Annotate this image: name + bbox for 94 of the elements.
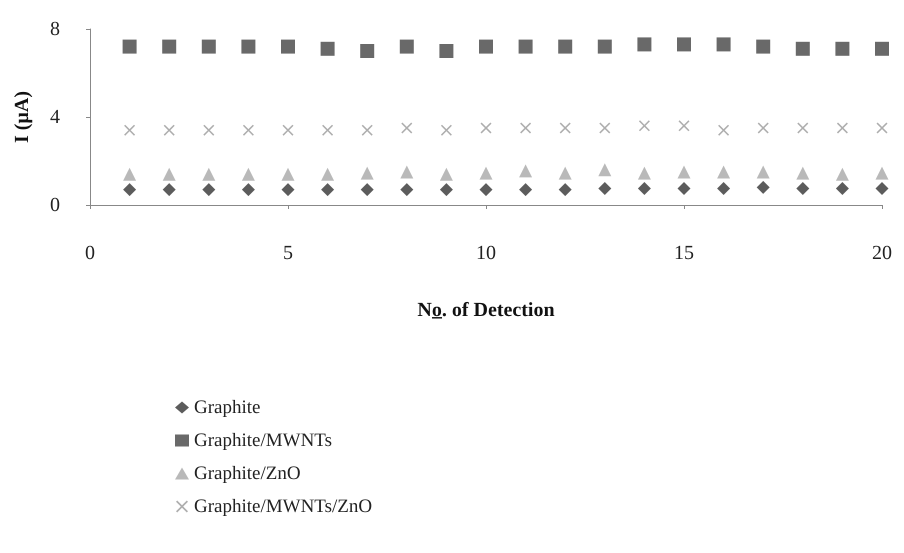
point <box>756 40 770 54</box>
point <box>401 122 412 134</box>
point <box>123 168 136 181</box>
point <box>638 166 651 180</box>
point <box>598 40 612 54</box>
point <box>400 40 414 54</box>
point <box>480 122 492 134</box>
point <box>756 166 770 178</box>
legend-label: Graphite/ZnO <box>194 463 301 484</box>
point <box>716 37 731 52</box>
point <box>122 40 137 54</box>
x-tick-label: 20 <box>872 242 892 264</box>
point <box>678 182 690 195</box>
point <box>440 124 452 136</box>
point <box>876 182 888 195</box>
point <box>124 124 136 136</box>
point <box>797 122 808 134</box>
point <box>599 122 610 134</box>
point <box>282 124 294 136</box>
point <box>558 166 572 180</box>
point <box>439 44 454 58</box>
point <box>202 40 216 54</box>
point <box>558 183 572 196</box>
legend-label: Graphite/MWNTs <box>194 430 332 451</box>
point <box>362 124 373 136</box>
point <box>876 122 888 134</box>
point <box>322 124 334 136</box>
point <box>678 120 690 132</box>
x-tick-label: 15 <box>674 242 694 264</box>
point <box>796 182 810 195</box>
point <box>519 183 532 196</box>
point <box>480 166 492 180</box>
point <box>718 124 730 136</box>
point <box>758 122 769 134</box>
point <box>638 120 650 132</box>
point <box>876 166 888 180</box>
y-tick-label: 8 <box>50 18 60 40</box>
point <box>282 183 294 196</box>
x-tick-label: 5 <box>283 242 293 264</box>
point <box>123 183 136 196</box>
point <box>796 42 810 56</box>
point <box>162 183 176 196</box>
point <box>637 37 652 52</box>
point <box>717 166 730 178</box>
point <box>202 183 216 196</box>
point <box>560 122 571 134</box>
point <box>360 183 374 196</box>
point <box>360 166 374 180</box>
point <box>518 40 533 54</box>
point <box>558 40 572 54</box>
point <box>835 42 850 56</box>
point <box>242 124 254 136</box>
point <box>836 122 848 134</box>
point <box>400 183 414 196</box>
point <box>440 183 453 196</box>
point <box>282 168 294 181</box>
point <box>836 182 849 195</box>
point <box>321 183 334 196</box>
point <box>875 42 889 56</box>
point <box>479 40 493 54</box>
x-tick-label: 10 <box>476 242 496 264</box>
point <box>203 124 214 136</box>
y-tick-label: 4 <box>50 106 60 128</box>
x-tick-label: 0 <box>85 242 95 264</box>
y-tick-label: 0 <box>50 194 60 216</box>
point <box>242 168 255 181</box>
point <box>520 122 532 134</box>
point <box>281 40 295 54</box>
point <box>678 166 690 178</box>
point <box>796 166 810 180</box>
point <box>677 37 691 52</box>
point <box>598 163 612 176</box>
point <box>440 168 453 181</box>
legend-label: Graphite <box>194 397 260 418</box>
point <box>321 168 334 181</box>
point <box>320 42 335 56</box>
point <box>480 183 492 196</box>
point <box>162 168 176 181</box>
point <box>717 182 730 195</box>
point <box>519 164 532 178</box>
point <box>242 183 255 196</box>
point <box>360 44 374 58</box>
point <box>638 182 651 195</box>
point <box>164 124 175 136</box>
point <box>202 168 216 181</box>
point <box>241 40 256 54</box>
point <box>836 168 849 181</box>
point <box>162 40 176 54</box>
y-axis-title: I (µA) <box>11 90 33 144</box>
legend-label: Graphite/MWNTs/ZnO <box>194 496 372 517</box>
point <box>756 180 770 194</box>
point <box>400 166 414 178</box>
point <box>598 182 612 195</box>
x-axis-title: No̲. of Detection <box>417 299 555 321</box>
